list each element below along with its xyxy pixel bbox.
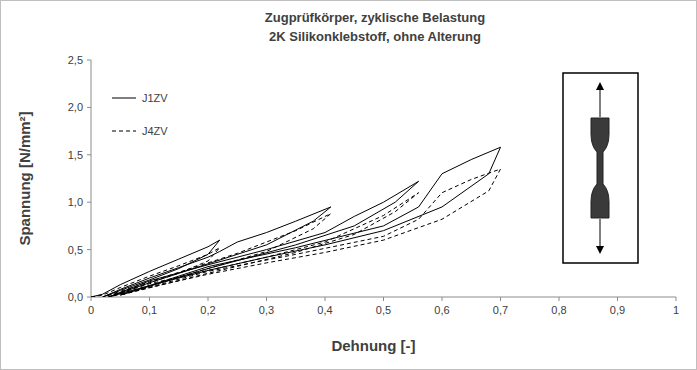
- y-tick: [87, 60, 91, 61]
- y-tick-label: 0,5: [68, 244, 83, 256]
- x-tick: [442, 297, 443, 301]
- legend-label: J1ZV: [142, 92, 168, 104]
- x-tick-label: 0,3: [259, 304, 274, 316]
- x-tick: [617, 297, 618, 301]
- series-line: [91, 169, 501, 297]
- x-tick-label: 1: [673, 304, 679, 316]
- x-tick-label: 0,6: [434, 304, 449, 316]
- x-tick-label: 0,2: [200, 304, 215, 316]
- chart: Zugprüfkörper, zyklische Belastung 2K Sil…: [0, 0, 697, 370]
- inset-box: [563, 73, 638, 263]
- x-tick-label: 0,4: [317, 304, 332, 316]
- legend-swatch: [112, 98, 136, 99]
- y-tick: [87, 297, 91, 298]
- legend-label: J4ZV: [142, 125, 168, 137]
- x-tick: [149, 297, 150, 301]
- y-tick-label: 2,5: [68, 54, 83, 66]
- y-tick-label: 0,0: [68, 291, 83, 303]
- y-tick-label: 2,0: [68, 101, 83, 113]
- specimen: [591, 118, 609, 218]
- x-tick-label: 0: [88, 304, 94, 316]
- x-tick: [208, 297, 209, 301]
- x-axis-label: Dehnung [-]: [331, 337, 415, 354]
- y-tick: [87, 249, 91, 250]
- inset: [563, 73, 638, 263]
- y-tick-label: 1,0: [68, 196, 83, 208]
- frame: [1, 1, 697, 370]
- y-axis: [91, 60, 92, 297]
- x-tick: [383, 297, 384, 301]
- title: Zugprüfkörper, zyklische Belastung: [265, 10, 485, 25]
- x-tick-label: 0,1: [142, 304, 157, 316]
- series-line: [91, 147, 501, 297]
- arrow-up: [600, 88, 601, 117]
- y-tick-label: 1,5: [68, 149, 83, 161]
- subtitle: 2K Silikonklebstoff, ohne Alterung: [269, 29, 481, 44]
- arrow-down-head: [596, 246, 604, 254]
- y-axis-label: Spannung [N/mm²]: [16, 111, 33, 245]
- x-tick: [559, 297, 560, 301]
- y-tick: [87, 154, 91, 155]
- x-tick-label: 0,9: [610, 304, 625, 316]
- x-tick: [676, 297, 677, 301]
- x-tick-label: 0,8: [551, 304, 566, 316]
- y-tick: [87, 202, 91, 203]
- x-tick-label: 0,5: [376, 304, 391, 316]
- arrow-up-head: [596, 82, 604, 90]
- x-tick: [266, 297, 267, 301]
- x-tick-label: 0,7: [493, 304, 508, 316]
- y-tick: [87, 107, 91, 108]
- plot-area: [91, 147, 501, 297]
- legend-swatch: [112, 131, 136, 132]
- x-tick: [325, 297, 326, 301]
- arrow-down: [600, 219, 601, 248]
- x-tick: [500, 297, 501, 301]
- x-tick: [91, 297, 92, 301]
